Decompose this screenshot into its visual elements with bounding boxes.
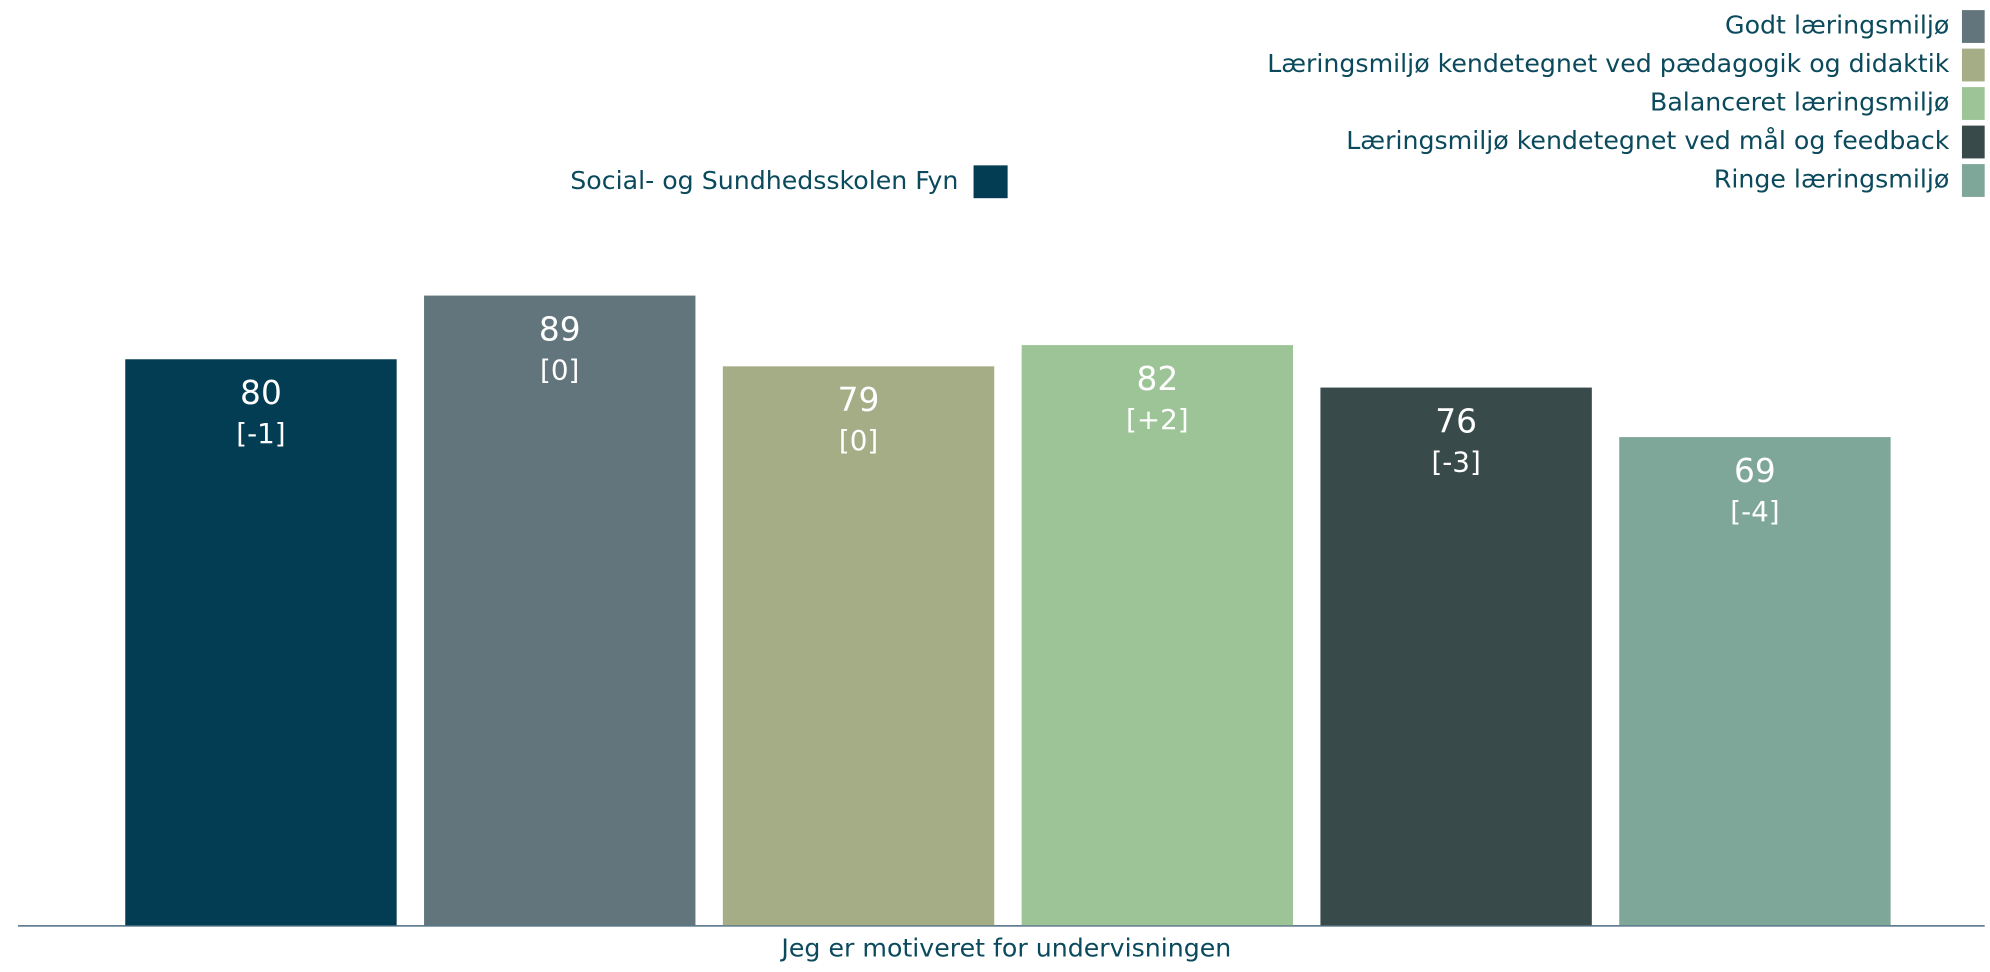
change-label: [0] (540, 353, 579, 386)
legend-swatch (973, 165, 1008, 199)
legend-swatch (1961, 48, 1985, 82)
value-label: 69 (1734, 452, 1776, 490)
legend-label: Godt læringsmiljø (1725, 11, 1949, 40)
legend-swatch (1961, 125, 1985, 159)
legend-label: Balanceret læringsmiljø (1650, 88, 1949, 117)
legend-label: Ringe læringsmiljø (1714, 165, 1949, 194)
legend-label: Social- og Sundhedsskolen Fyn (570, 166, 958, 195)
value-label: 82 (1136, 360, 1178, 398)
legend-label: Læringsmiljø kendetegnet ved pædagogik o… (1267, 49, 1950, 78)
change-label: [-4] (1730, 495, 1779, 528)
legend-swatch (1961, 164, 1985, 197)
legend-swatch (1961, 87, 1985, 120)
change-label: [+2] (1126, 403, 1189, 436)
value-label: 80 (240, 374, 282, 412)
bar (722, 366, 995, 926)
bar (1619, 437, 1891, 926)
change-label: [0] (839, 424, 878, 457)
value-label: 79 (838, 381, 880, 419)
legend-swatch (1961, 10, 1985, 43)
bar (424, 295, 696, 926)
change-label: [-1] (236, 417, 285, 450)
legend-label: Læringsmiljø kendetegnet ved mål og feed… (1346, 126, 1949, 155)
value-label: 76 (1435, 402, 1477, 440)
change-label: [-3] (1431, 445, 1480, 478)
bar (1320, 387, 1592, 926)
bar (1021, 345, 1294, 926)
bar (125, 359, 397, 926)
x-axis-label: Jeg er motiveret for undervisningen (779, 933, 1231, 962)
value-label: 89 (539, 310, 581, 348)
